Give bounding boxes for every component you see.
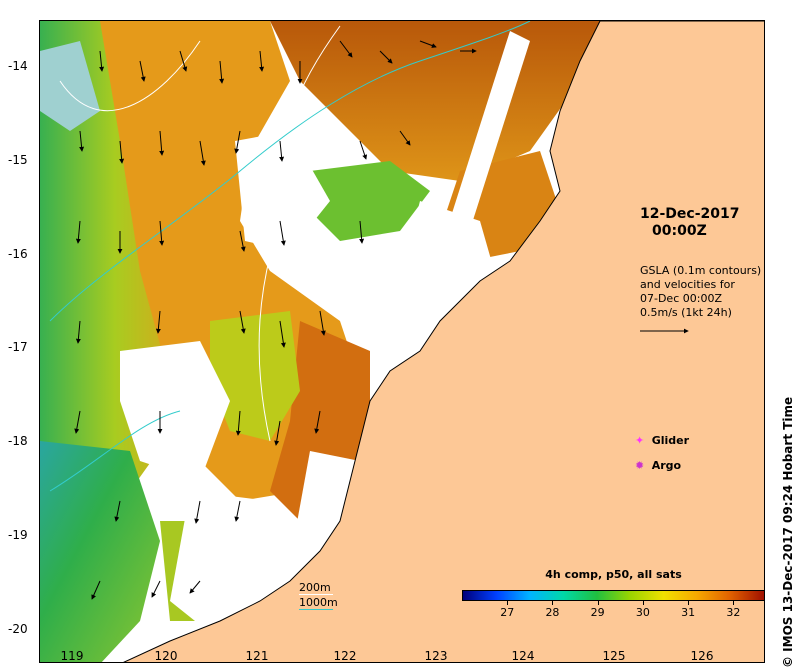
lon-tick: 125 <box>602 649 626 663</box>
depth-200m-label: 200m <box>299 581 331 594</box>
lat-tick: -20 <box>8 622 28 636</box>
lat-tick: -19 <box>8 528 28 542</box>
nodata-4 <box>170 491 280 641</box>
colorbar-tick-mark <box>507 601 509 605</box>
colorbar-tick-mark <box>597 601 599 605</box>
nodata-1 <box>120 341 230 481</box>
lon-tick: 123 <box>424 649 448 663</box>
gsla-note-line: and velocities for <box>640 278 735 291</box>
depth-1000m-line <box>299 609 333 610</box>
lat-tick: -18 <box>8 434 28 448</box>
colorbar-tick-label: 29 <box>590 606 605 619</box>
colorbar-tick-label: 28 <box>545 606 560 619</box>
nodata-2 <box>235 131 330 251</box>
colorbar-tick-mark <box>642 601 644 605</box>
sst-mid-green <box>310 161 430 241</box>
glider-legend: ✦ Glider <box>635 434 689 447</box>
date-stamp: 12-Dec-2017 <box>640 206 740 222</box>
argo-legend: ✹ Argo <box>635 459 681 472</box>
gsla-note-line: 0.5m/s (1kt 24h) <box>640 306 732 319</box>
gsla-note-line: GSLA (0.1m contours) <box>640 264 762 277</box>
map-panel[interactable] <box>39 20 765 663</box>
nodata-nw <box>40 41 100 131</box>
credit-text: © IMOS 13-Dec-2017 09:24 Hobart Time <box>781 396 795 668</box>
colorbar-title: 4h comp, p50, all sats <box>545 568 682 581</box>
argo-label: Argo <box>651 459 682 472</box>
lon-tick: 121 <box>245 649 269 663</box>
nodata-streak <box>440 31 530 261</box>
land <box>123 21 764 662</box>
nodata-5 <box>290 451 360 561</box>
lon-tick: 122 <box>333 649 357 663</box>
time-stamp: 00:00Z <box>652 223 707 239</box>
lon-tick: 119 <box>60 649 84 663</box>
depth-1000m-label: 1000m <box>299 596 338 609</box>
colorbar-tick-mark <box>688 601 690 605</box>
lat-tick: -14 <box>8 59 28 73</box>
sst-yellow-patch <box>210 311 300 441</box>
colorbar-tick-mark <box>733 601 735 605</box>
sst-map <box>40 21 764 662</box>
sst-southwest <box>40 441 160 662</box>
contour-1000m <box>49 21 531 492</box>
lon-tick: 120 <box>154 649 178 663</box>
velocity-arrows <box>74 40 477 600</box>
lon-tick: 126 <box>690 649 714 663</box>
lat-tick: -16 <box>8 247 28 261</box>
colorbar-tick-label: 31 <box>681 606 696 619</box>
colorbar-tick-label: 27 <box>500 606 515 619</box>
glider-marker-icon: ✦ <box>635 434 645 447</box>
depth-200m-line <box>299 594 333 595</box>
colorbar <box>462 590 765 601</box>
colorbar-tick-mark <box>552 601 554 605</box>
lat-tick: -17 <box>8 340 28 354</box>
lon-tick: 124 <box>511 649 535 663</box>
lat-tick: -15 <box>8 153 28 167</box>
sst-north-hot <box>270 21 600 181</box>
colorbar-tick-label: 32 <box>726 606 741 619</box>
colorbar-tick-label: 30 <box>635 606 650 619</box>
argo-marker-icon: ✹ <box>635 459 645 472</box>
gsla-note-line: 07-Dec 00:00Z <box>640 292 722 305</box>
glider-label: Glider <box>651 434 690 447</box>
